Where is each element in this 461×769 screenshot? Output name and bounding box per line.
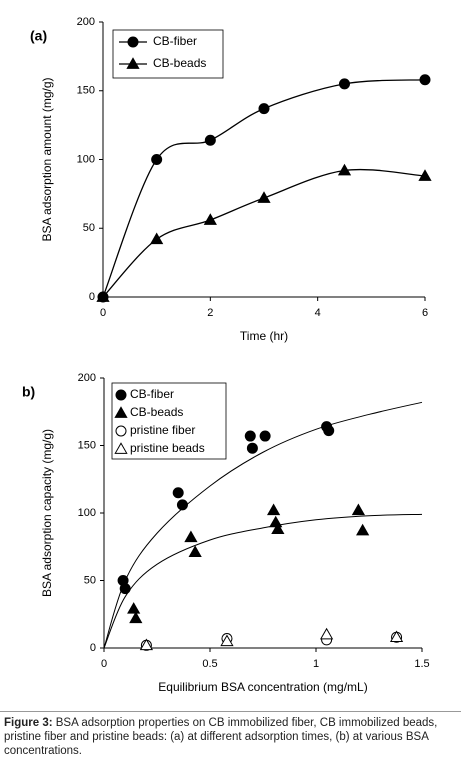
y-tick-label: 0 [90,642,96,654]
marker [319,627,334,640]
x-tick-label: 2 [207,307,213,319]
marker [418,169,432,181]
marker [244,430,256,442]
caption-rule [0,711,461,712]
marker [139,638,154,651]
marker [127,602,141,614]
marker [258,103,270,115]
marker [323,425,335,437]
legend-marker [115,389,127,401]
y-axis-title: BSA adsorption capacity (mg/g) [40,429,54,597]
y-tick-label: 50 [84,574,96,586]
x-tick-label: 1 [313,658,319,670]
marker [184,530,198,543]
y-tick-label: 100 [77,153,95,165]
x-axis-title: Equilibrium BSA concentration (mg/mL) [158,680,367,694]
caption-label: Figure 3: [4,717,53,729]
legend-label: CB-beads [153,56,206,70]
panel-label: (a) [30,28,47,44]
marker [356,523,370,536]
marker [351,503,366,516]
marker [259,430,271,442]
y-tick-label: 100 [78,507,96,519]
marker [220,634,234,647]
legend-label: CB-beads [130,405,183,419]
x-tick-label: 0 [100,307,106,319]
marker [257,191,271,203]
legend-marker [127,36,139,48]
legend-marker [114,406,128,418]
legend-box [111,382,227,460]
marker [129,611,143,624]
marker [204,134,216,146]
x-tick-label: 4 [315,307,321,319]
caption: Figure 3: BSA adsorption properties on C… [4,716,456,758]
marker [389,630,404,643]
y-tick-label: 200 [77,16,95,28]
panel-label: b) [22,384,35,400]
legend-marker [126,57,140,69]
legend-label: pristine fiber [130,423,195,437]
y-tick-label: 50 [83,222,95,234]
marker [188,545,202,557]
marker [246,442,258,454]
marker [271,522,285,535]
marker [119,583,131,595]
caption-text: BSA adsorption properties on CB immobili… [4,717,438,757]
series-line [102,168,426,298]
legend-label: CB-fiber [153,34,197,48]
legend-label: pristine beads [130,441,205,455]
legend-label: CB-fiber [130,387,174,401]
y-tick-label: 0 [89,291,95,303]
marker [266,503,281,516]
marker [337,163,352,176]
y-tick-label: 150 [77,85,95,97]
y-axis-title: BSA adsorption amount (mg/g) [40,77,54,241]
y-tick-label: 150 [78,439,96,451]
marker [150,232,164,245]
marker [203,213,217,225]
marker [339,78,350,90]
x-tick-label: 0 [101,658,107,670]
marker [96,290,110,302]
marker [176,499,188,511]
marker [172,487,184,499]
x-tick-label: 0.5 [202,658,217,670]
fit-curve [103,513,423,649]
legend-marker [114,442,128,454]
y-tick-label: 200 [78,372,96,384]
x-tick-label: 6 [422,307,428,319]
x-axis-title: Time (hr) [240,329,288,343]
marker [151,154,163,165]
marker [269,515,283,528]
x-tick-label: 1.5 [414,658,429,670]
legend-marker [115,425,127,437]
marker [419,74,431,86]
